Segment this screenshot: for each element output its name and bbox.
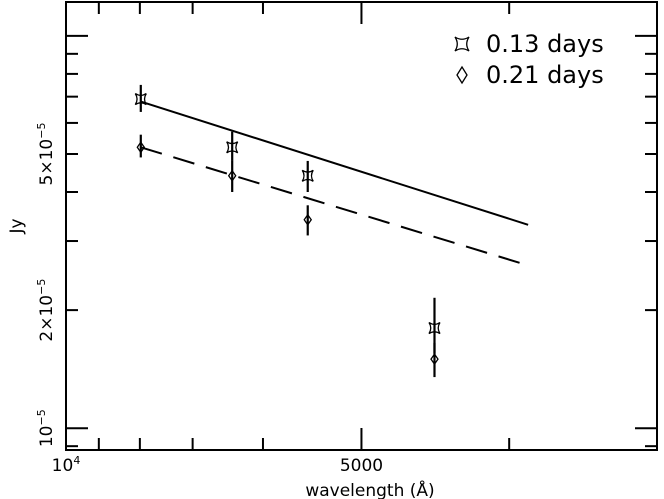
x-tick-label-base: 5000 [340,456,383,476]
point-s1-1 [134,93,147,106]
y-tick-label-base: 5×10 [37,139,57,186]
y-tick-label-exp: −5 [35,279,48,295]
y-tick-label-exp: −5 [35,409,48,425]
point-s1-2 [226,141,239,154]
x-axis-label: wavelength (Å) [305,479,434,499]
point-s1-3 [301,169,314,182]
legend-label-2: 0.21 days [486,61,604,89]
fit-line-1 [140,100,529,226]
legend-marker-1 [454,36,470,52]
y-tick-label: 10−5 [35,409,57,447]
x-tick-label-exp: 4 [73,454,80,467]
point-s1-4 [428,322,441,335]
data-points [134,84,441,378]
axis-ticks [65,2,657,450]
y-tick-label-exp: −5 [35,123,48,139]
y-tick-label: 5×10−5 [35,123,57,186]
y-tick-label-base: 2×10 [37,295,57,342]
x-tick-label-base: 10 [52,456,74,476]
y-tick-label: 2×10−5 [35,279,57,342]
legend-label-1: 0.13 days [486,30,604,58]
y-tick-label-base: 10 [37,426,57,448]
x-tick-label: 104 [52,454,81,476]
legend: 0.13 days 0.21 days [454,30,604,89]
fit-lines [140,100,529,267]
point-s2-1 [136,141,146,154]
legend-marker-2 [456,65,468,85]
y-axis-label: Jy [7,218,27,234]
point-s2-4 [430,352,439,366]
point-s2-2 [227,169,237,182]
point-s2-3 [303,213,313,226]
x-tick-label: 5000 [340,456,383,476]
